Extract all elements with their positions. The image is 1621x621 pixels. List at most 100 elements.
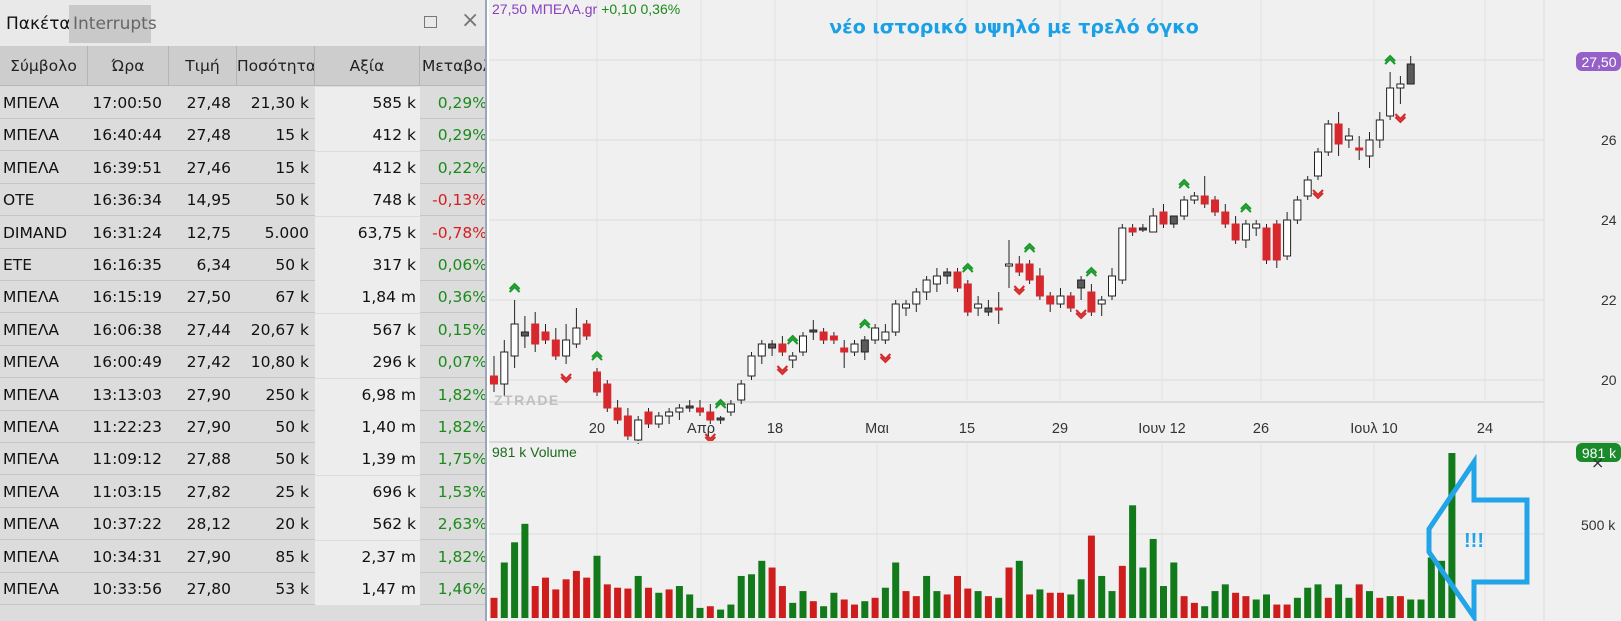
table-row[interactable]: ΟΤΕ 16:36:34 14,95 50 k 748 k -0,13% [0,184,485,217]
table-row[interactable]: ΜΠΕΛΑ 16:06:38 27,44 20,67 k 567 k 0,15% [0,313,485,346]
candle-body [1303,179,1312,197]
cell-quantity: 50 k [275,256,309,274]
table-row[interactable]: ΜΠΕΛΑ 16:00:49 27,42 10,80 k 296 k 0,07% [0,346,485,379]
candle [1046,292,1055,312]
time-axis: 20 Απρ 18 Μαι 15 29 Ιουν 12 26 Ιουλ 10 24 [589,421,1493,437]
signal-up-icon [1384,54,1396,65]
table-row[interactable]: ΜΠΕΛΑ 10:34:31 27,90 85 k 2,37 m 1,82% [0,540,487,573]
volume-bar [521,523,529,618]
volume-bar [603,584,611,618]
candle-body [623,415,632,437]
candle [912,288,921,312]
cell-quantity: 15 k [275,126,309,145]
candle [902,300,910,316]
candle-body [531,323,540,345]
time-tick-label: 24 [1477,421,1493,437]
candle-body [572,327,581,345]
table-row[interactable]: ΜΠΕΛΑ 16:40:44 27,48 15 k 412 k 0,29% [0,119,485,152]
candle-body [520,331,529,337]
volume-bar [572,570,580,618]
tab-packets[interactable]: Πακέτα [2,5,75,43]
signal-up-icon [1240,202,1252,213]
signal-down-icon [1394,113,1407,124]
signal-down-icon [1075,309,1087,320]
candle-body [850,343,859,353]
column-header-price[interactable]: Τιμή [169,46,237,86]
volume-bar [655,592,663,618]
candle-body [696,407,704,413]
candle-body [902,303,910,309]
candle [510,300,519,368]
column-header-change[interactable]: Μεταβολή [422,57,485,75]
cell-symbol: ΜΠΕΛΑ [3,482,60,501]
cell-value: 562 k [315,508,420,541]
cell-symbol: ΜΠΕΛΑ [3,158,60,177]
table-row[interactable]: ΜΠΕΛΑ 10:37:22 28,12 20 k 562 k 2,63% [0,508,485,541]
table-row[interactable]: ΜΠΕΛΑ 17:00:50 27,48 21,30 k 585 k 0,29% [0,87,485,119]
close-icon[interactable]: × [1591,453,1604,472]
candle-body [562,339,571,357]
candle [974,296,983,316]
candle-body [1066,295,1075,309]
cell-quantity: 20 k [275,515,309,534]
table-row[interactable]: ΜΠΕΛΑ 16:15:19 27,50 67 k 1,84 m 0,36% [0,281,485,314]
cell-time: 17:00:50 [92,94,162,112]
volume-bar [634,575,642,618]
tab-interrupts[interactable]: Interrupts [69,5,157,43]
candle-body [1149,215,1158,233]
column-header-symbol[interactable]: Σύμβολο [0,46,88,86]
price-chart[interactable]: 27,50 ΜΠΕΛΑ.gr +0,10 0,36% νέο ιστορικό υψ… [489,0,1621,621]
volume-bar [1015,560,1023,618]
cell-price: 28,12 [186,515,231,534]
close-icon[interactable]: × [461,8,480,33]
volume-bar [1376,597,1384,618]
volume-bar [1087,535,1095,618]
candle [1169,215,1178,228]
candle-body [1241,223,1250,241]
candle [1211,196,1219,216]
column-header-quantity[interactable]: Ποσότητα [237,46,315,86]
cell-time: 16:16:35 [92,256,162,274]
cell-change: 1,82% [437,547,487,566]
cell-value: 1,47 m [315,573,420,605]
candle-body [1035,275,1044,297]
volume-bar [1396,596,1404,618]
candle [654,412,663,428]
candle-body [922,279,931,293]
table-row[interactable]: ΜΠΕΛΑ 11:09:12 27,88 50 k 1,39 m 1,75% [0,443,485,476]
table-row[interactable]: DIMAND 16:31:24 12,75 5.000 63,75 k -0,78% [0,216,485,249]
signal-up-icon [1023,242,1036,253]
volume-bar [686,594,694,618]
column-header-time[interactable]: Ώρα [88,46,169,86]
table-row[interactable]: ΜΠΕΛΑ 16:39:51 27,46 15 k 412 k 0,22% [0,151,485,184]
column-header-value[interactable]: Αξία [315,46,420,86]
volume-bar [1273,604,1281,618]
volume-bar [511,542,519,618]
chart-canvas[interactable]: 27,50 ΜΠΕΛΑ.gr +0,10 0,36% νέο ιστορικό υψ… [489,0,1621,621]
table-row[interactable]: ΜΠΕΛΑ 10:33:56 27,80 53 k 1,47 m 1,46% [0,573,485,605]
candle [1314,148,1322,180]
signal-up-icon [714,398,727,409]
table-row[interactable]: ΜΠΕΛΑ 11:03:15 27,82 25 k 696 k 1,53% [0,475,485,508]
candle-body [654,415,663,425]
volume-bar [1417,599,1425,618]
time-tick-label: Ιουν 12 [1138,421,1185,437]
time-tick-label: 29 [1052,421,1068,437]
maximize-icon[interactable] [424,16,437,28]
table-row[interactable]: ΜΠΕΛΑ 13:13:03 27,90 250 k 6,98 m 1,82% [0,378,485,411]
table-row[interactable]: ΕΤΕ 16:16:35 6,34 50 k 317 k 0,06% [0,249,485,281]
candle [1087,284,1096,316]
cell-symbol: DIMAND [3,223,68,242]
candle [696,400,704,416]
candle-body [1375,119,1384,141]
table-row[interactable]: ΜΠΕΛΑ 11:22:23 27,90 50 k 1,40 m 1,82% [0,411,485,443]
candle [1149,208,1158,233]
volume-bar [851,604,858,618]
signal-down-icon [1013,285,1026,296]
volume-bar [583,577,591,618]
cell-quantity: 5.000 [264,223,309,242]
cell-time: 16:39:51 [92,158,162,177]
cell-price: 27,80 [186,580,231,598]
candle-body [1097,299,1106,305]
cell-time: 16:40:44 [92,126,162,145]
